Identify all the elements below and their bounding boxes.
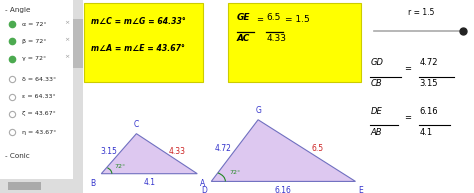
Text: 3.15: 3.15 xyxy=(419,79,438,88)
Text: G: G xyxy=(255,106,261,115)
Text: γ = 72°: γ = 72° xyxy=(21,56,46,61)
Text: ε = 64.33°: ε = 64.33° xyxy=(21,94,55,99)
Text: GD: GD xyxy=(371,58,383,67)
Text: AC: AC xyxy=(237,34,250,43)
Text: ×: × xyxy=(64,54,69,59)
Text: DE: DE xyxy=(371,107,382,116)
Text: = 1.5: = 1.5 xyxy=(284,15,310,24)
Text: ×: × xyxy=(64,20,69,25)
Text: A: A xyxy=(200,179,205,188)
Text: β = 72°: β = 72° xyxy=(21,39,46,44)
Text: D: D xyxy=(201,186,207,193)
Text: 4.33: 4.33 xyxy=(168,147,185,156)
Bar xyxy=(73,19,83,68)
Text: ×: × xyxy=(64,37,69,42)
Text: - Conic: - Conic xyxy=(5,153,30,159)
Text: 4.1: 4.1 xyxy=(419,128,433,137)
Text: ζ = 43.67°: ζ = 43.67° xyxy=(21,111,55,116)
FancyBboxPatch shape xyxy=(84,3,203,82)
Text: =: = xyxy=(404,64,411,73)
Text: 4.1: 4.1 xyxy=(143,178,155,187)
FancyBboxPatch shape xyxy=(228,3,361,82)
Text: =: = xyxy=(256,15,264,24)
Bar xyxy=(0,179,73,193)
Text: 4.72: 4.72 xyxy=(215,144,232,153)
Text: CB: CB xyxy=(371,79,382,88)
Text: 6.5: 6.5 xyxy=(312,144,324,153)
Text: C: C xyxy=(134,120,139,129)
Text: E: E xyxy=(358,186,363,193)
Text: η = 43.67°: η = 43.67° xyxy=(21,130,56,135)
Text: 72°: 72° xyxy=(229,170,241,175)
Text: 6.5: 6.5 xyxy=(266,13,281,22)
Text: - Angle: - Angle xyxy=(5,7,30,13)
Bar xyxy=(8,182,42,190)
Text: 4.33: 4.33 xyxy=(266,34,286,43)
Text: δ = 64.33°: δ = 64.33° xyxy=(21,77,55,82)
Text: 4.72: 4.72 xyxy=(419,58,438,67)
Text: 6.16: 6.16 xyxy=(419,107,438,116)
Text: B: B xyxy=(91,179,96,188)
Text: AB: AB xyxy=(371,128,382,137)
Text: GE: GE xyxy=(237,13,250,22)
Polygon shape xyxy=(101,134,197,174)
Text: r = 1.5: r = 1.5 xyxy=(409,8,435,17)
Polygon shape xyxy=(211,120,356,181)
Text: 6.16: 6.16 xyxy=(275,186,292,193)
Text: 3.15: 3.15 xyxy=(100,147,118,156)
Bar xyxy=(73,0,83,193)
Text: 72°: 72° xyxy=(115,164,126,169)
Text: α = 72°: α = 72° xyxy=(21,22,46,27)
Text: =: = xyxy=(404,113,411,122)
Text: m∠A = m∠E = 43.67°: m∠A = m∠E = 43.67° xyxy=(91,44,185,53)
Text: m∠C = m∠G = 64.33°: m∠C = m∠G = 64.33° xyxy=(91,17,186,26)
